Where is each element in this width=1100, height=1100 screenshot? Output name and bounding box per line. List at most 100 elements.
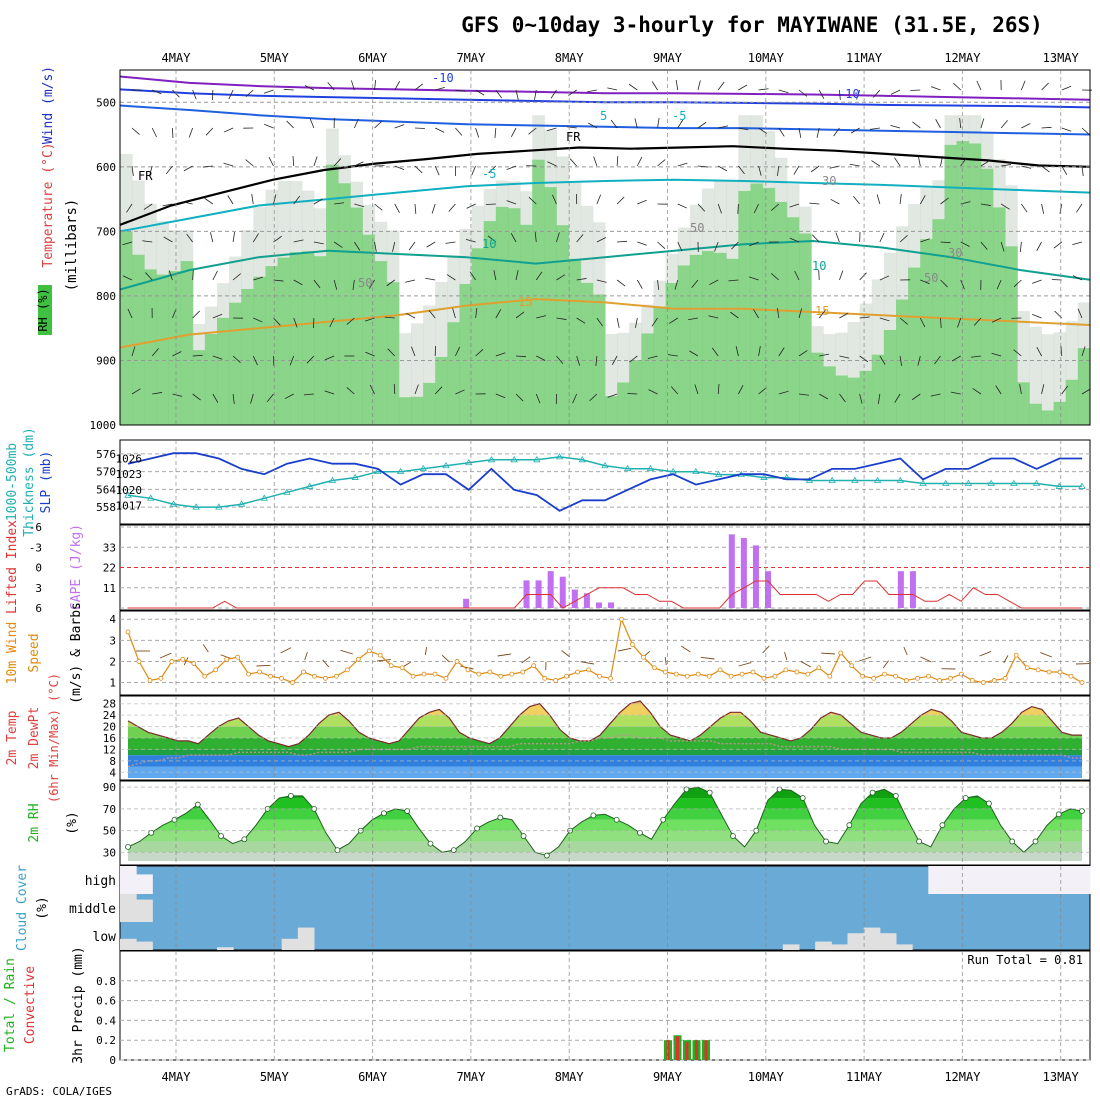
wind-barb — [1077, 308, 1083, 319]
wind-barb — [1041, 203, 1045, 214]
wind-barb — [1061, 127, 1072, 132]
wind-ylabel-a: 10m Wind — [5, 622, 20, 685]
rh-shade-column-moist — [520, 224, 533, 425]
temp-ytick: 16 — [103, 732, 116, 745]
rh-shade-column-moist — [689, 254, 703, 425]
wind-barb — [718, 125, 729, 129]
wind-barb — [819, 393, 829, 400]
wind-barb — [919, 317, 926, 328]
wind-barb — [853, 195, 860, 205]
wind-barb — [515, 393, 524, 402]
wind10m-point — [290, 680, 295, 685]
thickness-ytick: 558 — [96, 501, 116, 514]
wind-barb — [731, 241, 739, 250]
wind-barb — [192, 393, 201, 401]
wind-barb — [183, 165, 193, 172]
rh-shade-column-moist — [883, 329, 897, 425]
wind-barb — [414, 127, 425, 129]
wind-barb — [411, 346, 416, 357]
wind-barb — [324, 390, 335, 395]
cloud-cell — [1041, 866, 1059, 894]
thickness-point — [896, 476, 904, 483]
rh-shade-column-moist — [386, 282, 400, 425]
temp-band — [128, 726, 1082, 738]
wind-barb — [354, 241, 361, 251]
wind10m-barb — [424, 646, 428, 656]
wind10m-point — [443, 675, 449, 681]
rh2m-point — [660, 816, 667, 823]
wind-barb — [408, 241, 416, 251]
wind-barb — [353, 118, 359, 129]
cloud-cell — [120, 866, 137, 894]
wind-barb — [798, 89, 808, 97]
wind-barb — [899, 194, 902, 205]
wind-barb — [697, 165, 708, 168]
rh2m-point — [520, 833, 527, 839]
wind-barb — [425, 277, 436, 281]
wind-barb — [487, 235, 497, 243]
wind-barb — [165, 165, 173, 175]
wind-barb — [455, 89, 466, 92]
wind-barb — [677, 119, 684, 129]
wind-barb — [1059, 203, 1063, 214]
wind-barb — [636, 156, 643, 167]
cloud-level-label: middle — [69, 902, 116, 917]
wind-barb — [940, 197, 949, 205]
rh2m-point — [125, 843, 131, 850]
cape-bar — [595, 602, 602, 608]
wind-barb — [697, 121, 707, 129]
wind-barb — [957, 317, 962, 328]
rh2m-panel — [119, 780, 1091, 866]
wind-barb — [536, 315, 547, 319]
thickness-point — [1010, 479, 1018, 486]
wind-barb — [475, 308, 478, 319]
wind10m-point — [158, 675, 164, 681]
wind-barb — [475, 127, 480, 138]
thickness-line — [127, 456, 1082, 508]
wind-barb — [515, 89, 519, 100]
thickness-point — [873, 476, 882, 483]
cape-bar — [608, 602, 615, 608]
wind10m-point — [816, 665, 822, 671]
rh-shade-column-moist — [653, 306, 667, 425]
thickness-point — [828, 476, 836, 483]
wind-barb — [667, 354, 678, 357]
thickness-point — [283, 488, 291, 495]
wind-barb — [1021, 123, 1031, 129]
wind-barb — [810, 165, 820, 173]
thickness-point — [533, 456, 541, 463]
wind10m-point — [783, 667, 789, 673]
wind10m-point — [279, 675, 284, 681]
wind-barb — [829, 165, 840, 169]
rh-shade-column-moist — [859, 370, 873, 425]
top-date-label: 7MAY — [456, 51, 486, 65]
temp-ylabel-c: (6hr Min/Max) (°C) — [47, 673, 61, 803]
wind-barb — [534, 232, 537, 243]
wind10m-barb — [521, 656, 531, 664]
wind10m-point — [991, 678, 997, 683]
wind-barb — [232, 393, 235, 404]
contour-label: 15 — [518, 295, 532, 309]
wind-barb — [286, 120, 294, 129]
wind-barb — [616, 196, 625, 205]
upper-ytick: 600 — [96, 161, 116, 174]
wind10m-point — [904, 678, 909, 683]
wind-barb — [738, 84, 748, 91]
wind-barb — [778, 347, 785, 357]
wind10m-barb — [202, 644, 209, 653]
contour-label: 5 — [600, 109, 607, 123]
precip-conv-bar — [685, 1042, 689, 1060]
wind-barb — [959, 118, 962, 129]
wind10m-barb — [322, 659, 330, 668]
thickness-point — [147, 494, 155, 501]
wind-barb — [151, 127, 157, 138]
wind-barb — [717, 384, 720, 395]
wind-barb — [495, 89, 503, 99]
wind10m-point — [476, 671, 482, 677]
wind-barb — [1036, 346, 1042, 357]
contour-label: 10 — [812, 259, 826, 273]
cloud-cell — [136, 941, 153, 950]
rh-shade-column-moist — [132, 254, 145, 425]
wind-barb — [143, 203, 153, 210]
rh-band — [128, 819, 1082, 831]
